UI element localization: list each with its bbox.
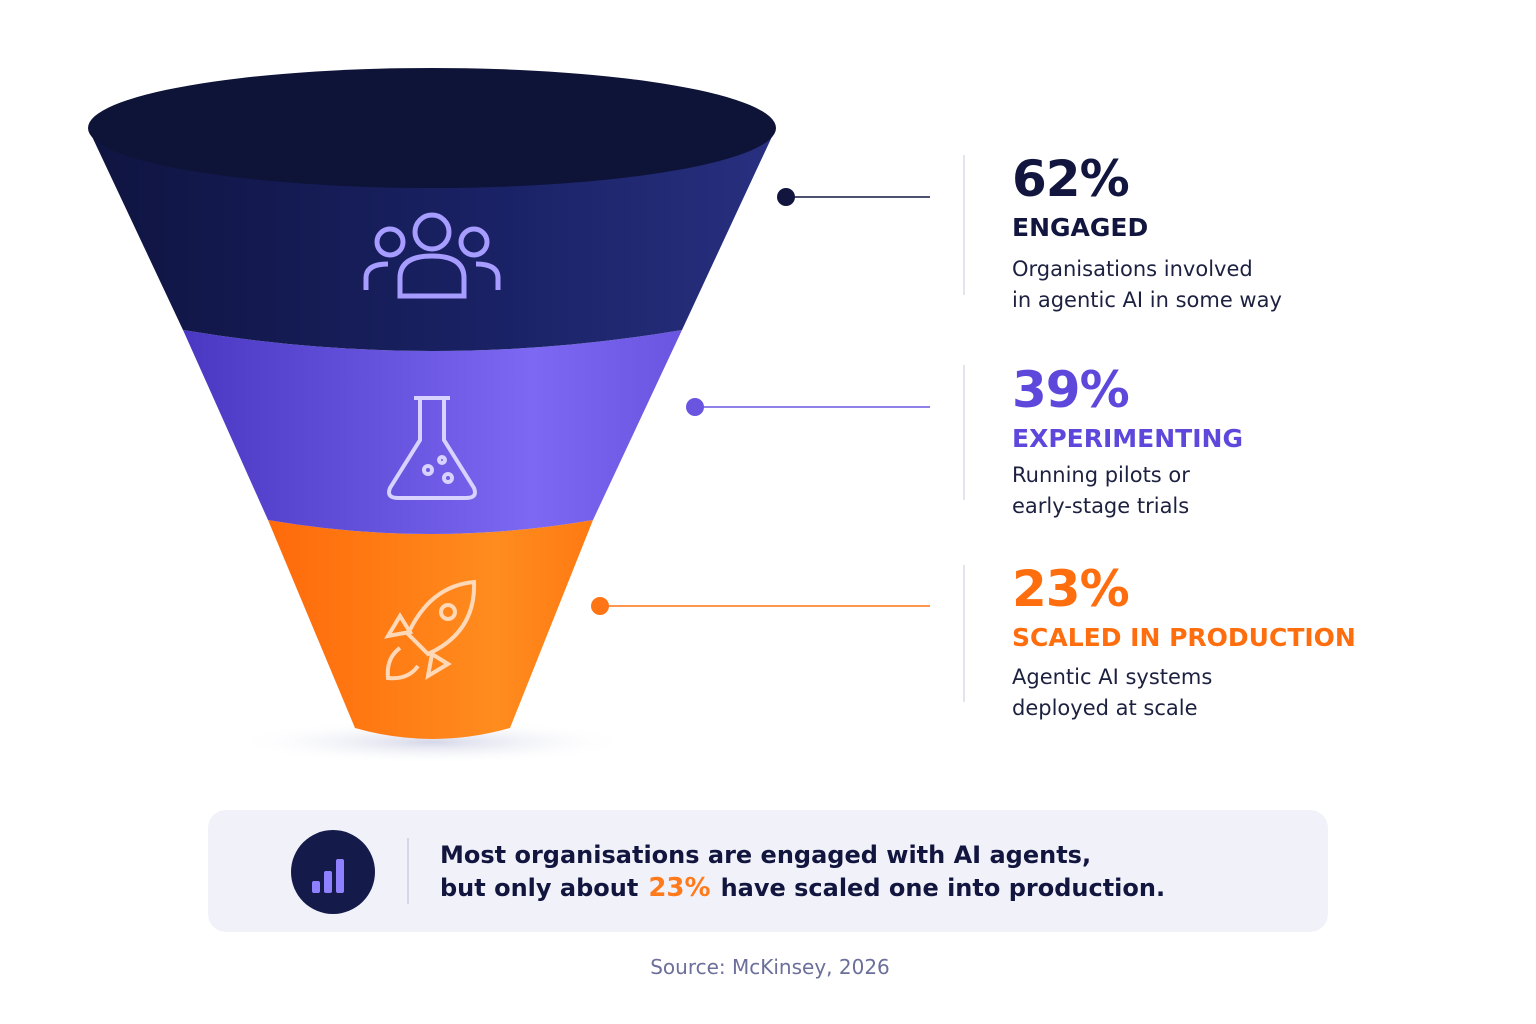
stage-label: EXPERIMENTING (1012, 424, 1243, 453)
funnel-segment-2 (183, 330, 682, 534)
stage-description: Organisations involved in agentic AI in s… (1012, 254, 1372, 316)
text-line: Agentic AI systems (1012, 665, 1213, 689)
text-line: but only about 23% have scaled one into pr… (440, 872, 1165, 905)
flask-icon (387, 396, 477, 500)
text-line: Organisations involved (1012, 257, 1253, 281)
stage-label: ENGAGED (1012, 213, 1149, 242)
stage-value: 62% (1012, 150, 1130, 208)
funnel-segment-1 (88, 128, 776, 351)
text: but only about (440, 874, 639, 902)
source: Source: McKinsey, 2026 (650, 955, 890, 979)
funnel-top (88, 68, 776, 188)
text: have scaled one into production. (720, 874, 1166, 902)
text-line: in agentic AI in some way (1012, 288, 1282, 312)
summary-text: Most organisations are engaged with AI a… (440, 839, 1165, 905)
stage-value: 39% (1012, 361, 1130, 419)
funnel-graphic (88, 68, 965, 764)
text-line: Most organisations are engaged with AI a… (440, 841, 1092, 869)
rocket-icon (384, 579, 477, 681)
stage-label: SCALED IN PRODUCTION (1012, 623, 1356, 652)
text-line: deployed at scale (1012, 696, 1198, 720)
summary-box: Most organisations are engaged with AI a… (208, 810, 1328, 932)
stage-value: 23% (1012, 560, 1130, 618)
shadow (232, 720, 632, 764)
stage-description: Running pilots or early-stage trials (1012, 460, 1372, 522)
highlight: 23% (648, 873, 711, 903)
divider (407, 838, 409, 904)
text-line: Running pilots or (1012, 463, 1190, 487)
people-icon (363, 212, 501, 299)
stage-description: Agentic AI systems deployed at scale (1012, 662, 1372, 724)
chart-icon (291, 830, 375, 914)
funnel-segment-3 (268, 520, 593, 739)
text-line: early-stage trials (1012, 494, 1190, 518)
